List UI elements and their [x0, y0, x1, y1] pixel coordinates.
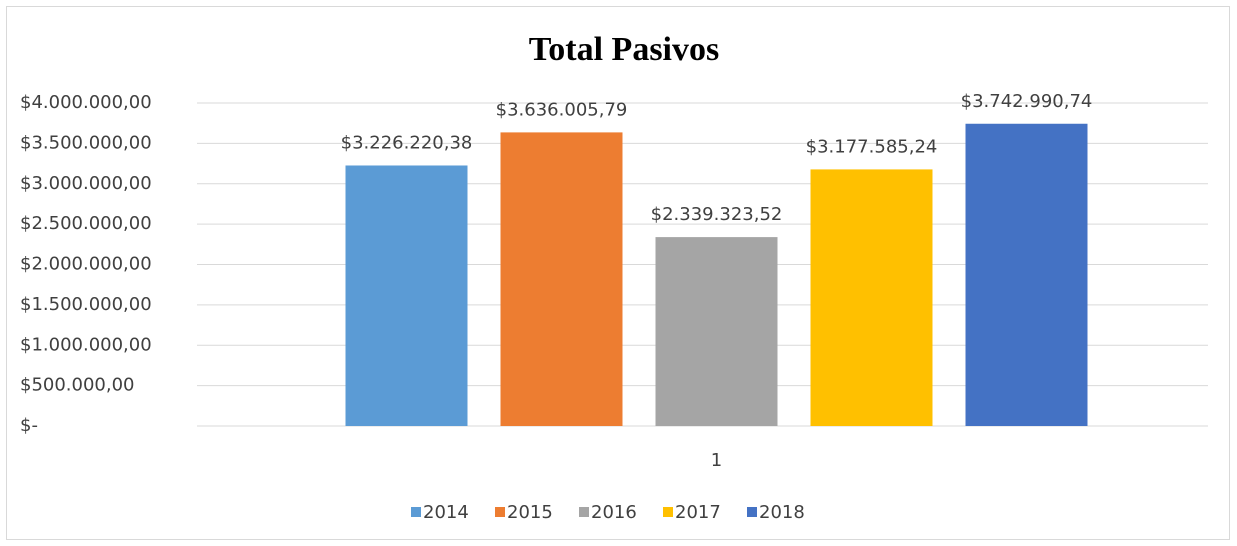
data-label: $3.742.990,74 [961, 91, 1093, 112]
bar [965, 123, 1088, 427]
y-tick-label: $500.000,00 [20, 375, 135, 396]
y-tick-label: $- [20, 415, 38, 436]
bar [810, 169, 933, 427]
legend-label: 2016 [591, 502, 637, 523]
legend-swatch [663, 507, 673, 517]
chart-title: Total Pasivos [529, 31, 720, 68]
legend-swatch [579, 507, 589, 517]
y-tick-label: $3.000.000,00 [20, 173, 152, 194]
data-label: $2.339.323,52 [651, 204, 783, 225]
y-tick-label: $4.000.000,00 [20, 92, 152, 113]
bar [500, 132, 623, 427]
y-tick-label: $1.500.000,00 [20, 294, 152, 315]
legend-swatch [495, 507, 505, 517]
legend-label: 2017 [675, 502, 721, 523]
y-tick-label: $2.500.000,00 [20, 213, 152, 234]
data-label: $3.177.585,24 [806, 136, 938, 157]
y-tick-label: $2.000.000,00 [20, 254, 152, 275]
y-tick-label: $1.000.000,00 [20, 334, 152, 355]
legend-swatch [411, 507, 421, 517]
legend-swatch [747, 507, 757, 517]
legend-label: 2018 [759, 502, 805, 523]
y-tick-label: $3.500.000,00 [20, 132, 152, 153]
legend-label: 2015 [507, 502, 553, 523]
bar [655, 237, 778, 426]
x-tick-label: 1 [711, 450, 722, 471]
data-label: $3.226.220,38 [341, 132, 473, 153]
bar [345, 165, 468, 426]
data-label: $3.636.005,79 [496, 99, 628, 120]
legend-label: 2014 [423, 502, 469, 523]
